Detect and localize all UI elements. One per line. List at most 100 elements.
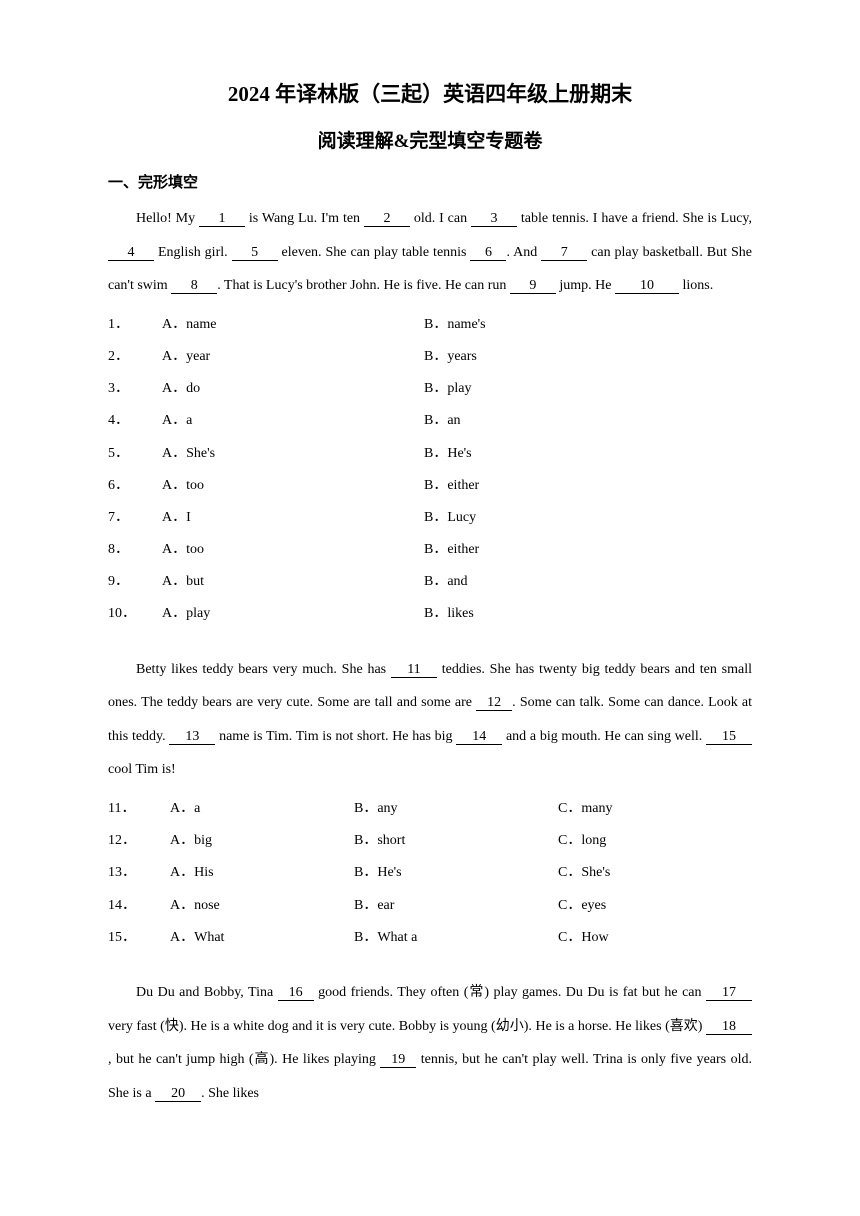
question-number: 15．: [108, 922, 170, 954]
option-row: 4．A．aB．an: [108, 405, 752, 437]
p3-t2: very fast (快). He is a white dog and it …: [108, 1019, 706, 1034]
question-number: 14．: [108, 890, 170, 922]
sub-title: 阅读理解&完型填空专题卷: [108, 126, 752, 153]
option-row: 14．A．noseB．earC．eyes: [108, 890, 752, 922]
passage-1: Hello! My 1 is Wang Lu. I'm ten 2 old. I…: [108, 202, 752, 303]
p3-t1: good friends. They often (常) play games.…: [314, 985, 706, 1000]
option-a: A．big: [170, 825, 354, 857]
option-b: B．name's: [424, 309, 752, 341]
p2-t5: cool Tim is!: [108, 762, 176, 777]
option-b: B．either: [424, 470, 752, 502]
blank-18: 18: [706, 1020, 752, 1035]
question-number: 2．: [108, 341, 162, 373]
blank-11: 11: [391, 663, 437, 678]
p1-t8: . That is Lucy's brother John. He is fiv…: [217, 278, 510, 293]
option-a: A．play: [162, 598, 424, 630]
option-row: 12．A．bigB．shortC．long: [108, 825, 752, 857]
p1-t4: English girl.: [154, 245, 232, 260]
question-number: 4．: [108, 405, 162, 437]
question-number: 7．: [108, 502, 162, 534]
option-a: A．a: [162, 405, 424, 437]
option-b: B．years: [424, 341, 752, 373]
option-a: A．too: [162, 534, 424, 566]
blank-12: 12: [476, 696, 512, 711]
option-a: A．too: [162, 470, 424, 502]
option-a: A．She's: [162, 438, 424, 470]
question-number: 10．: [108, 598, 162, 630]
option-b: B．Lucy: [424, 502, 752, 534]
blank-2: 2: [364, 212, 410, 227]
option-b: B．short: [354, 825, 558, 857]
p1-t6: . And: [506, 245, 541, 260]
option-row: 5．A．She'sB．He's: [108, 438, 752, 470]
passage-3: Du Du and Bobby, Tina 16 good friends. T…: [108, 976, 752, 1110]
blank-17: 17: [706, 986, 752, 1001]
question-number: 8．: [108, 534, 162, 566]
option-row: 8．A．tooB．either: [108, 534, 752, 566]
option-a: A．name: [162, 309, 424, 341]
blank-19: 19: [380, 1053, 416, 1068]
p2-t0: Betty likes teddy bears very much. She h…: [136, 662, 391, 677]
option-a: A．do: [162, 373, 424, 405]
question-number: 1．: [108, 309, 162, 341]
option-row: 2．A．yearB．years: [108, 341, 752, 373]
p1-t3: table tennis. I have a friend. She is Lu…: [517, 211, 752, 226]
passage-2: Betty likes teddy bears very much. She h…: [108, 653, 752, 787]
p3-t5: . She likes: [201, 1086, 259, 1101]
option-b: B．likes: [424, 598, 752, 630]
blank-16: 16: [278, 986, 314, 1001]
p2-t3: name is Tim. Tim is not short. He has bi…: [215, 729, 456, 744]
p2-t4: and a big mouth. He can sing well.: [502, 729, 706, 744]
blank-7: 7: [541, 246, 587, 261]
option-row: 1．A．nameB．name's: [108, 309, 752, 341]
blank-13: 13: [169, 730, 215, 745]
blank-9: 9: [510, 279, 556, 294]
blank-20: 20: [155, 1087, 201, 1102]
option-b: B．He's: [424, 438, 752, 470]
option-row: 13．A．HisB．He'sC．She's: [108, 857, 752, 889]
question-number: 9．: [108, 566, 162, 598]
p1-t9: jump. He: [556, 278, 615, 293]
option-b: B．He's: [354, 857, 558, 889]
option-b: B．play: [424, 373, 752, 405]
blank-15: 15: [706, 730, 752, 745]
option-a: A．but: [162, 566, 424, 598]
p1-t2: old. I can: [410, 211, 471, 226]
options-block-1: 1．A．nameB．name's2．A．yearB．years3．A．doB．p…: [108, 309, 752, 631]
option-c: C．How: [558, 922, 752, 954]
blank-8: 8: [171, 279, 217, 294]
option-b: B．What a: [354, 922, 558, 954]
option-c: C．eyes: [558, 890, 752, 922]
option-row: 6．A．tooB．either: [108, 470, 752, 502]
question-number: 13．: [108, 857, 170, 889]
option-a: A．His: [170, 857, 354, 889]
option-c: C．She's: [558, 857, 752, 889]
options-block-2: 11．A．aB．anyC．many12．A．bigB．shortC．long13…: [108, 793, 752, 954]
option-b: B．ear: [354, 890, 558, 922]
p1-t1: is Wang Lu. I'm ten: [245, 211, 364, 226]
option-row: 11．A．aB．anyC．many: [108, 793, 752, 825]
main-title: 2024 年译林版（三起）英语四年级上册期末: [108, 78, 752, 108]
question-number: 3．: [108, 373, 162, 405]
option-row: 10．A．playB．likes: [108, 598, 752, 630]
option-row: 15．A．WhatB．What aC．How: [108, 922, 752, 954]
p1-t0: Hello! My: [136, 211, 199, 226]
blank-6: 6: [470, 246, 506, 261]
p3-t0: Du Du and Bobby, Tina: [136, 985, 278, 1000]
option-b: B．either: [424, 534, 752, 566]
option-c: C．many: [558, 793, 752, 825]
option-a: A．nose: [170, 890, 354, 922]
option-b: B．an: [424, 405, 752, 437]
section-heading-1: 一、完形填空: [108, 171, 752, 192]
option-c: C．long: [558, 825, 752, 857]
blank-4: 4: [108, 246, 154, 261]
option-row: 9．A．butB．and: [108, 566, 752, 598]
blank-10: 10: [615, 279, 679, 294]
option-b: B．any: [354, 793, 558, 825]
question-number: 6．: [108, 470, 162, 502]
option-a: A．year: [162, 341, 424, 373]
p1-t10: lions.: [679, 278, 713, 293]
question-number: 11．: [108, 793, 170, 825]
option-row: 3．A．doB．play: [108, 373, 752, 405]
option-b: B．and: [424, 566, 752, 598]
